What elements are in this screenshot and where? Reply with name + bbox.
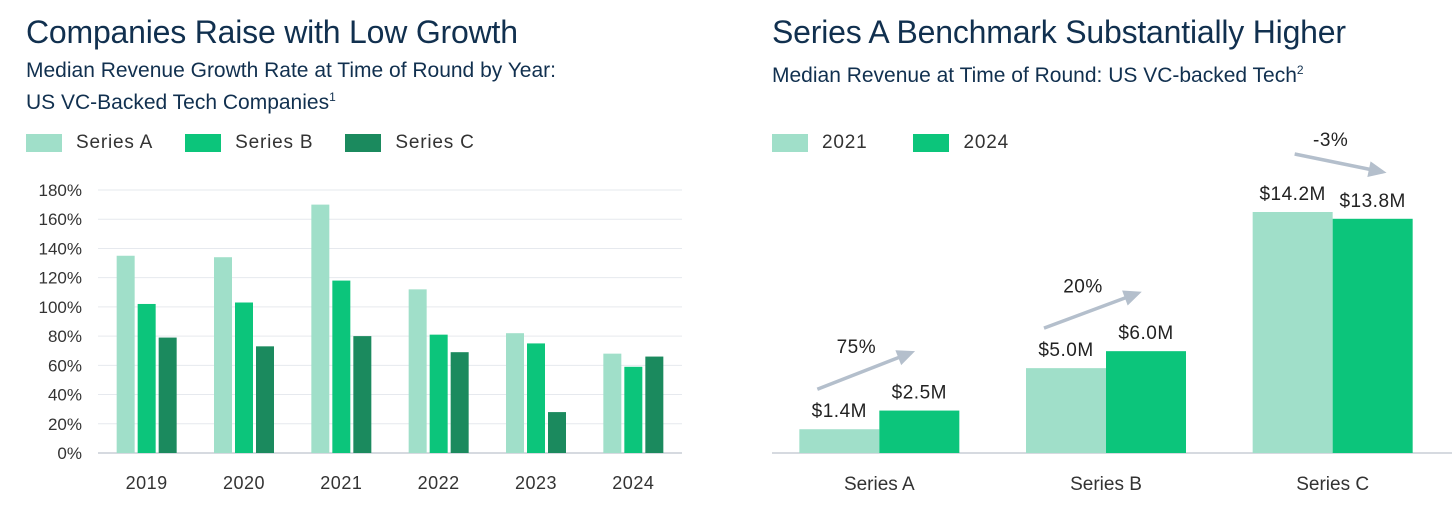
- legend-label-series-b: Series B: [235, 132, 314, 153]
- x-tick-label: 2024: [612, 473, 654, 493]
- left-footnote-marker: 1: [329, 90, 336, 104]
- legend-swatch-series-a: [26, 134, 62, 152]
- legend-item-series-c: Series C: [345, 132, 474, 154]
- data-label: $6.0M: [1118, 323, 1173, 344]
- bar-series-b-2021: [332, 280, 351, 453]
- left-chart-panel: Companies Raise with Low Growth Median R…: [0, 0, 720, 513]
- bar-series-a-2022: [408, 289, 427, 453]
- bar-2024-series-c: [1332, 218, 1413, 453]
- bar-series-b-2020: [235, 302, 253, 453]
- right-subtitle-text: Median Revenue at Time of Round: US VC-b…: [772, 64, 1297, 87]
- left-bar-chart: 0% 20% 40% 60% 80% 100% 120% 140% 160% 180% 2019 20…: [39, 181, 682, 493]
- right-chart-subtitle: Median Revenue at Time of Round: US VC-b…: [772, 57, 1304, 89]
- change-label: -3%: [1313, 130, 1348, 151]
- legend-label-2024: 2024: [963, 132, 1009, 153]
- bar-series-a-2020: [214, 257, 232, 453]
- y-tick-label: 160%: [39, 210, 82, 229]
- y-tick-label: 100%: [39, 298, 82, 317]
- y-tick-label: 40%: [48, 386, 82, 405]
- left-chart-subtitle: Median Revenue Growth Rate at Time of Ro…: [26, 57, 556, 116]
- bar-2021-series-c: [1252, 212, 1333, 453]
- bar-series-b-2019: [137, 303, 156, 453]
- bar-series-a-2023: [506, 333, 524, 453]
- bar-2024-series-a: [879, 410, 960, 453]
- right-chart-panel: Series A Benchmark Substantially Higher …: [740, 0, 1456, 513]
- data-label: $1.4M: [812, 401, 867, 422]
- bar-series-b-2024: [624, 366, 643, 453]
- legend-item-2021: 2021: [772, 132, 867, 154]
- data-label: $14.2M: [1259, 184, 1325, 205]
- legend-label-series-c: Series C: [395, 132, 475, 153]
- left-legend: Series A Series B Series C: [26, 132, 507, 154]
- x-tick-label: Series C: [1296, 474, 1369, 495]
- x-tick-label: Series A: [844, 474, 915, 495]
- y-tick-label: 80%: [48, 327, 82, 346]
- change-arrow-line: [816, 350, 912, 391]
- bar-2021-series-b: [1026, 368, 1106, 453]
- bar-series-a-2019: [116, 255, 135, 453]
- bar-series-c-2024: [645, 356, 664, 453]
- change-arrow-line: [1294, 152, 1384, 174]
- bar-series-b-2022: [429, 334, 448, 453]
- right-legend: 2021 2024: [772, 132, 1041, 154]
- change-arrow-head: [1122, 290, 1142, 306]
- y-tick-label: 0%: [57, 444, 82, 463]
- right-footnote-marker: 2: [1296, 63, 1304, 77]
- change-arrow-head: [1367, 161, 1387, 178]
- legend-swatch-series-c: [345, 134, 382, 152]
- y-tick-label: 20%: [48, 415, 82, 434]
- x-tick-label: Series B: [1070, 474, 1142, 495]
- left-subtitle-line2: US VC-Backed Tech Companies: [26, 91, 330, 114]
- legend-swatch-2024: [913, 134, 950, 152]
- change-arrow-head: [895, 350, 916, 366]
- legend-item-2024: 2024: [913, 132, 1008, 154]
- change-label: 20%: [1063, 277, 1103, 298]
- data-label: $2.5M: [892, 383, 947, 404]
- bar-series-b-2023: [527, 343, 545, 453]
- legend-item-series-a: Series A: [26, 132, 153, 154]
- legend-label-series-a: Series A: [76, 132, 154, 153]
- bar-series-c-2019: [158, 337, 177, 453]
- bar-2024-series-b: [1106, 351, 1186, 453]
- right-bar-chart: $1.4M $2.5M Series A 75% $5.0M $6.0M Series B 2…: [772, 130, 1452, 495]
- legend-label-2021: 2021: [822, 132, 868, 153]
- right-chart-title: Series A Benchmark Substantially Higher: [772, 14, 1346, 50]
- bar-series-a-2024: [603, 353, 622, 453]
- bar-series-c-2022: [450, 352, 469, 453]
- x-tick-label: 2022: [418, 473, 460, 493]
- change-arrow-line: [1043, 291, 1139, 330]
- data-label: $13.8M: [1339, 191, 1405, 212]
- bar-series-c-2020: [256, 346, 274, 453]
- bar-series-c-2021: [353, 336, 372, 453]
- y-tick-label: 180%: [39, 181, 82, 200]
- legend-item-series-b: Series B: [185, 132, 313, 154]
- x-tick-label: 2020: [223, 473, 265, 493]
- data-label: $5.0M: [1038, 340, 1093, 361]
- x-tick-label: 2021: [320, 473, 362, 493]
- change-label: 75%: [837, 337, 877, 358]
- y-tick-label: 120%: [39, 269, 82, 288]
- y-tick-label: 140%: [39, 239, 82, 258]
- bar-series-a-2021: [311, 204, 330, 453]
- left-chart-title: Companies Raise with Low Growth: [26, 14, 518, 50]
- x-tick-label: 2019: [126, 473, 168, 493]
- left-subtitle-line1: Median Revenue Growth Rate at Time of Ro…: [26, 59, 556, 82]
- bar-series-c-2023: [548, 412, 566, 453]
- x-tick-label: 2023: [515, 473, 557, 493]
- y-tick-label: 60%: [48, 356, 82, 375]
- bar-2021-series-a: [799, 429, 880, 453]
- legend-swatch-series-b: [185, 134, 222, 152]
- legend-swatch-2021: [772, 134, 808, 152]
